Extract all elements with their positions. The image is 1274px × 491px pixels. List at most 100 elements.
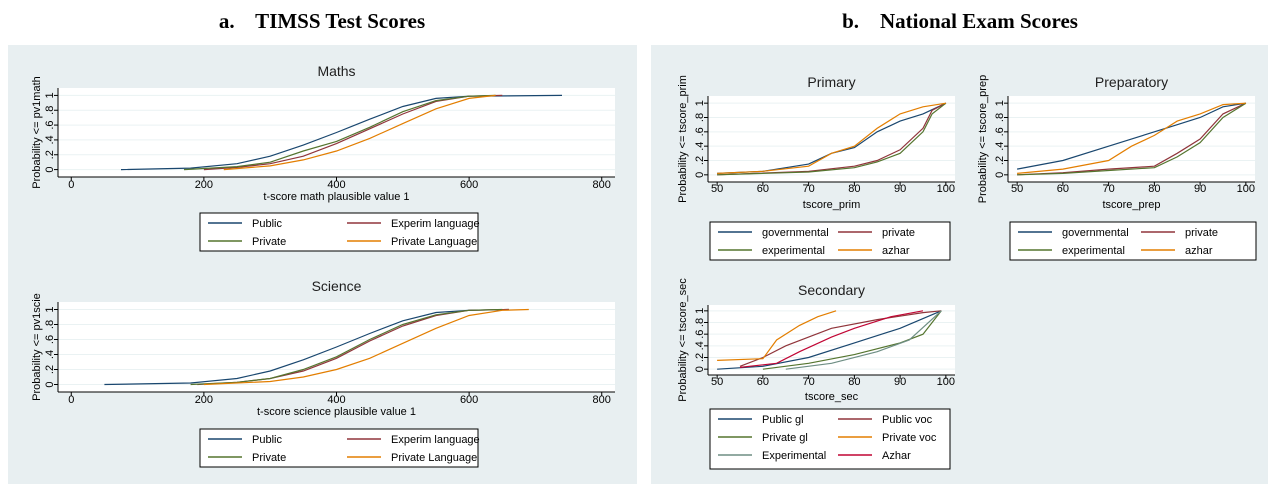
- y-tick-label: .6: [994, 127, 1006, 136]
- x-tick-label: 80: [1148, 183, 1160, 195]
- x-tick-label: 200: [195, 394, 213, 406]
- x-tick-label: 600: [460, 179, 478, 191]
- cdf-line: [717, 102, 946, 174]
- x-tick-label: 100: [937, 183, 955, 195]
- cdf-line: [120, 94, 563, 171]
- y-tick-label: 1: [44, 92, 56, 98]
- x-axis-label: tscore_sec: [805, 391, 859, 403]
- legend-label: Experim language: [391, 218, 480, 230]
- y-tick-label: .2: [44, 365, 56, 374]
- x-tick-label: 70: [1103, 183, 1115, 195]
- legend-label: Private Language: [391, 452, 477, 464]
- x-tick-label: 50: [1011, 183, 1023, 195]
- cdf-line: [190, 308, 503, 386]
- x-tick-label: 400: [327, 179, 345, 191]
- y-tick-label: .8: [694, 318, 706, 327]
- legend-label: Private Language: [391, 236, 477, 248]
- y-tick-label: 1: [994, 100, 1006, 106]
- x-axis-label: t-score math plausible value 1: [263, 191, 409, 203]
- y-tick-label: .4: [44, 135, 56, 144]
- y-axis-label: Probability <= pv1scie: [31, 293, 43, 401]
- y-tick-label: .2: [994, 156, 1006, 165]
- cdf-line: [739, 310, 924, 368]
- y-tick-label: .8: [994, 113, 1006, 122]
- x-tick-label: 70: [803, 376, 815, 388]
- legend-label: governmental: [1062, 227, 1129, 239]
- chart-title: Maths: [317, 63, 355, 79]
- y-tick-label: .8: [694, 113, 706, 122]
- legend-label: Experimental: [762, 450, 826, 462]
- x-tick-label: 800: [593, 394, 611, 406]
- chart-title: Preparatory: [1095, 74, 1168, 90]
- y-tick-label: 0: [44, 167, 56, 173]
- y-tick-label: .6: [44, 335, 56, 344]
- y-tick-label: .8: [44, 106, 56, 115]
- y-tick-label: 0: [694, 366, 706, 372]
- x-tick-label: 60: [757, 376, 769, 388]
- chart-title: Science: [312, 278, 362, 294]
- x-tick-label: 200: [195, 179, 213, 191]
- cdf-line: [1017, 102, 1246, 174]
- cdf-line: [717, 102, 947, 176]
- legend-label: Private gl: [762, 432, 808, 444]
- legend-label: governmental: [762, 227, 829, 239]
- x-tick-label: 80: [848, 376, 860, 388]
- x-tick-label: 0: [68, 179, 74, 191]
- x-tick-label: 90: [1194, 183, 1206, 195]
- x-tick-label: 90: [894, 183, 906, 195]
- y-tick-label: 1: [44, 306, 56, 312]
- legend-label: Experim language: [391, 434, 480, 446]
- heading: a. TIMSS Test Scores: [219, 9, 425, 33]
- plot-area: [708, 96, 955, 182]
- x-tick-label: 60: [1057, 183, 1069, 195]
- y-tick-label: .2: [694, 156, 706, 165]
- x-tick-label: 50: [711, 376, 723, 388]
- x-tick-label: 90: [894, 376, 906, 388]
- y-axis-label: Probability <= tscore_prim: [677, 75, 689, 203]
- legend-label: Public: [252, 434, 282, 446]
- x-tick-label: 70: [803, 183, 815, 195]
- cdf-line: [785, 310, 942, 370]
- x-tick-label: 400: [327, 394, 345, 406]
- y-tick-label: .6: [694, 330, 706, 339]
- y-tick-label: .6: [694, 127, 706, 136]
- legend: [199, 212, 479, 252]
- y-axis-label: Probability <= pv1math: [31, 76, 43, 189]
- cdf-line: [739, 310, 942, 367]
- legend-label: Public gl: [762, 414, 804, 426]
- cdf-line: [717, 102, 947, 176]
- x-tick-label: 600: [460, 394, 478, 406]
- chart-title: Secondary: [798, 282, 865, 298]
- legend-label: private: [1185, 227, 1218, 239]
- x-tick-label: 50: [711, 183, 723, 195]
- legend-label: Public voc: [882, 414, 933, 426]
- x-tick-label: 800: [593, 179, 611, 191]
- cdf-line: [717, 310, 942, 370]
- legend-label: Private: [252, 236, 286, 248]
- legend: [1009, 221, 1257, 261]
- legend-label: experimental: [1062, 245, 1125, 257]
- legend-label: Public: [252, 218, 282, 230]
- heading: b. National Exam Scores: [842, 9, 1078, 33]
- cdf-line: [717, 310, 837, 361]
- legend: [709, 221, 951, 261]
- cdf-line: [717, 102, 947, 174]
- y-tick-label: .4: [694, 142, 706, 151]
- y-tick-label: .4: [694, 341, 706, 350]
- x-tick-label: 100: [937, 376, 955, 388]
- x-axis-label: t-score science plausible value 1: [257, 406, 416, 418]
- y-tick-label: 1: [694, 308, 706, 314]
- y-axis-label: Probability <= tscore_sec: [677, 278, 689, 402]
- y-tick-label: 0: [44, 381, 56, 387]
- legend-label: Private voc: [882, 432, 937, 444]
- x-axis-label: tscore_prep: [1102, 199, 1160, 211]
- x-tick-label: 100: [1237, 183, 1255, 195]
- x-axis-label: tscore_prim: [803, 199, 860, 211]
- y-tick-label: 0: [994, 172, 1006, 178]
- y-tick-label: .8: [44, 320, 56, 329]
- cdf-line: [1017, 102, 1247, 176]
- legend-label: private: [882, 227, 915, 239]
- legend-label: azhar: [1185, 245, 1213, 257]
